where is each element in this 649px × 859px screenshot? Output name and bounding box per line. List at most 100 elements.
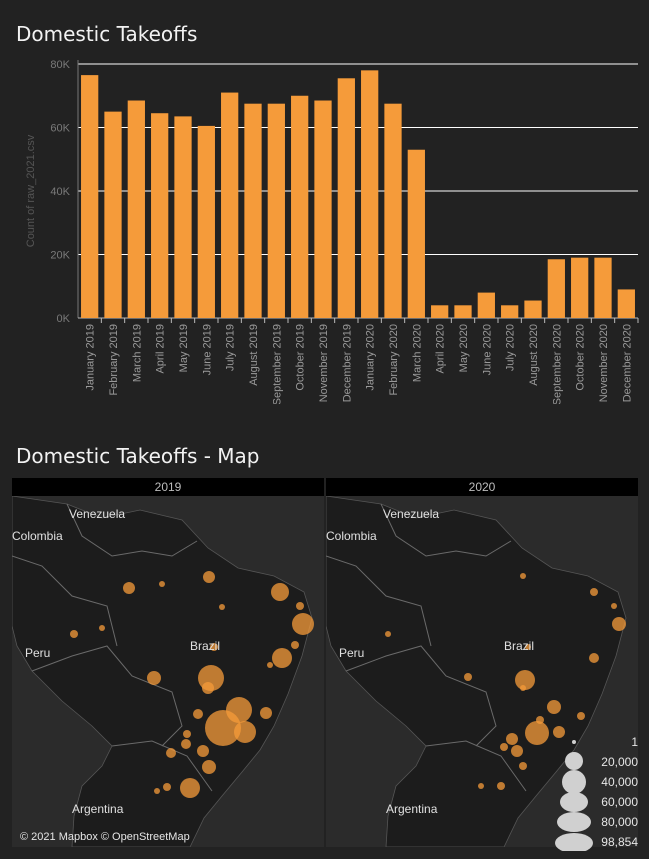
airport-bubble[interactable] — [183, 730, 191, 738]
bar — [477, 292, 495, 318]
airport-bubble[interactable] — [611, 603, 617, 609]
bar — [524, 300, 542, 318]
bar — [547, 259, 565, 318]
size-legend-circles — [555, 740, 593, 851]
airport-bubble[interactable] — [123, 582, 135, 594]
airport-bubble[interactable] — [506, 733, 518, 745]
airport-bubble[interactable] — [166, 748, 176, 758]
airport-bubble[interactable] — [577, 712, 585, 720]
airport-bubble[interactable] — [547, 700, 561, 714]
airport-bubble[interactable] — [271, 583, 289, 601]
label-brazil: Brazil — [190, 639, 220, 653]
bar — [244, 103, 262, 318]
airport-bubble[interactable] — [260, 707, 272, 719]
airport-bubble[interactable] — [154, 788, 160, 794]
airport-bubble[interactable] — [267, 662, 273, 668]
airport-bubble[interactable] — [612, 617, 626, 631]
map-panel-2019[interactable]: Venezuela Colombia Brazil Peru Argentina — [12, 496, 324, 847]
chart-title: Domestic Takeoffs — [16, 22, 198, 46]
y-tick-label: 40K — [50, 186, 70, 198]
airport-bubble[interactable] — [163, 783, 171, 791]
airport-bubble[interactable] — [520, 573, 526, 579]
country-border — [380, 503, 512, 557]
label-venezuela: Venezuela — [69, 507, 125, 521]
airport-bubble[interactable] — [147, 671, 161, 685]
legend-label-98854: 98,854 — [601, 835, 638, 849]
x-tick-label: April 2019 — [155, 324, 167, 374]
bar — [407, 149, 425, 318]
airport-bubble[interactable] — [70, 630, 78, 638]
bar — [127, 100, 145, 318]
airport-bubble[interactable] — [219, 604, 225, 610]
airport-bubble[interactable] — [202, 760, 216, 774]
legend-label-20000: 20,000 — [601, 755, 638, 769]
airport-bubble[interactable] — [536, 716, 544, 724]
airport-bubble[interactable] — [292, 613, 314, 635]
bar — [571, 257, 589, 318]
map-credit[interactable]: © 2021 Mapbox © OpenStreetMap — [20, 831, 190, 843]
bar — [151, 113, 169, 319]
airport-bubble[interactable] — [464, 673, 472, 681]
map-title: Domestic Takeoffs - Map — [16, 444, 260, 468]
legend-circle-1 — [572, 740, 576, 744]
airport-bubble[interactable] — [193, 709, 203, 719]
x-tick-label: February 2019 — [108, 324, 120, 396]
legend-circle-40000 — [562, 770, 586, 794]
x-tick-label: August 2019 — [248, 324, 260, 386]
bar — [267, 103, 285, 318]
bar — [81, 75, 99, 318]
x-tick-label: January 2020 — [365, 324, 377, 391]
label-colombia: Colombia — [12, 529, 63, 543]
airport-bubble[interactable] — [205, 710, 241, 746]
airport-bubble[interactable] — [202, 682, 214, 694]
airport-bubble[interactable] — [553, 726, 565, 738]
airport-bubble[interactable] — [500, 743, 508, 751]
x-tick-label: November 2019 — [318, 324, 330, 402]
airport-bubble[interactable] — [203, 571, 215, 583]
x-tick-label: June 2020 — [481, 324, 493, 375]
airport-bubble[interactable] — [478, 783, 484, 789]
airport-bubble[interactable] — [197, 745, 209, 757]
airport-bubble[interactable] — [234, 721, 256, 743]
bar — [314, 100, 332, 318]
country-border — [12, 555, 118, 647]
x-tick-label: April 2020 — [435, 324, 447, 374]
airport-bubble[interactable] — [291, 641, 299, 649]
airport-bubble[interactable] — [159, 581, 165, 587]
airport-bubble[interactable] — [525, 721, 549, 745]
x-tick-label: December 2020 — [621, 324, 633, 402]
airport-bubble[interactable] — [525, 644, 531, 650]
label-brazil: Brazil — [504, 639, 534, 653]
airport-bubble[interactable] — [181, 739, 191, 749]
airport-bubble[interactable] — [520, 685, 526, 691]
bar — [197, 125, 215, 318]
country-border — [345, 645, 497, 747]
airport-bubble[interactable] — [589, 653, 599, 663]
x-tick-label: March 2020 — [411, 324, 423, 382]
legend-label-1: 1 — [631, 735, 638, 749]
airport-bubble[interactable] — [99, 625, 105, 631]
y-tick-label: 60K — [50, 123, 70, 135]
airport-bubble[interactable] — [296, 602, 304, 610]
bar — [384, 103, 402, 318]
airport-bubble[interactable] — [515, 670, 535, 690]
airport-bubble[interactable] — [272, 648, 292, 668]
airport-bubble[interactable] — [590, 588, 598, 596]
y-tick-label: 80K — [50, 59, 70, 71]
x-tick-label: February 2020 — [388, 324, 400, 396]
legend-circle-20000 — [565, 752, 583, 770]
legend-circle-98854 — [555, 833, 593, 851]
label-venezuela: Venezuela — [383, 507, 439, 521]
x-tick-label: May 2019 — [178, 324, 190, 372]
airport-bubble[interactable] — [385, 631, 391, 637]
airport-bubble[interactable] — [511, 745, 523, 757]
y-axis-label: Count of raw_2021.csv — [25, 134, 37, 247]
airport-bubble[interactable] — [180, 778, 200, 798]
airport-bubble[interactable] — [519, 762, 527, 770]
x-tick-label: November 2020 — [598, 324, 610, 402]
map-panel-2020[interactable]: Venezuela Colombia Brazil Peru Argentina — [326, 496, 638, 847]
x-tick-label: June 2019 — [201, 324, 213, 375]
airport-bubble[interactable] — [497, 782, 505, 790]
y-tick-label: 20K — [50, 250, 70, 262]
airport-bubble[interactable] — [210, 643, 218, 651]
